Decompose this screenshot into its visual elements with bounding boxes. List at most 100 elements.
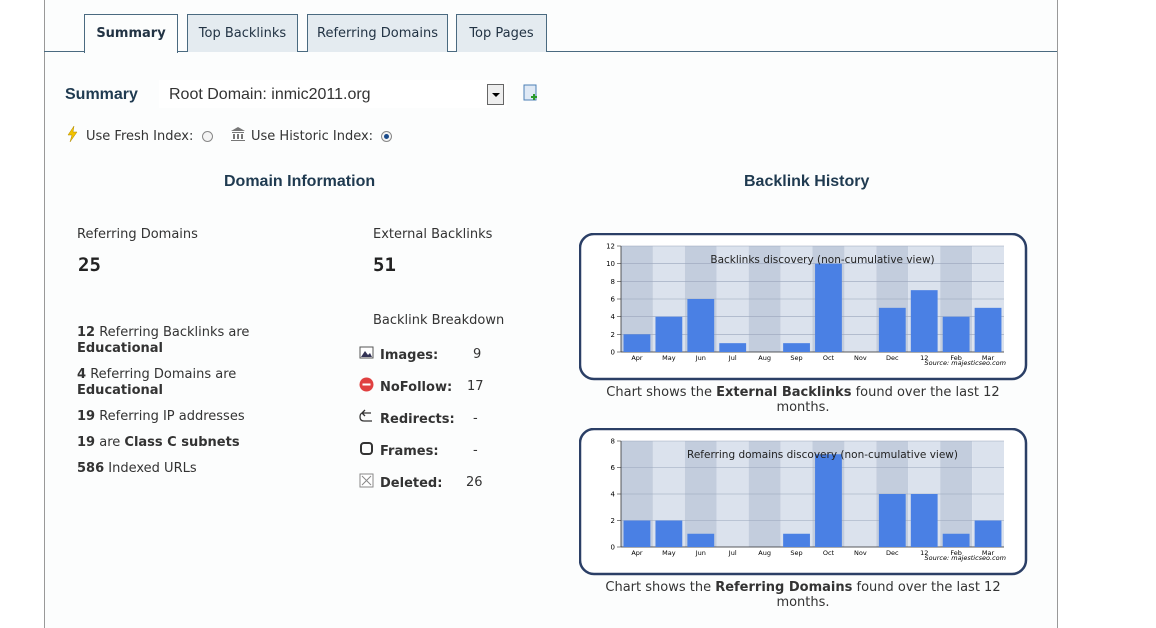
y-tick-label: 2 — [611, 331, 615, 339]
x-tick-label: 12 — [920, 549, 928, 557]
bar — [815, 263, 842, 352]
x-tick-label: Nov — [854, 354, 867, 362]
x-tick-label: Dec — [886, 354, 899, 362]
bar — [974, 307, 1002, 352]
caption-part: Chart shows the — [606, 385, 717, 400]
x-tick-label: May — [662, 549, 676, 557]
breakdown-item: NoFollow: 17 — [359, 377, 519, 397]
breakdown-value: 26 — [466, 475, 483, 490]
x-tick-label: Mar — [982, 549, 995, 557]
chart: 0 2 4 6 8 Apr May Jun Jul Aug Sep Oct Nov Dec 12 Feb Mar… — [579, 428, 1028, 576]
x-tick-label: Dec — [886, 549, 899, 557]
caption-part: Referring Domains — [715, 580, 853, 595]
stat-count: 586 — [77, 461, 105, 476]
stat-text: are — [99, 435, 121, 450]
y-tick-label: 6 — [611, 464, 616, 472]
bar — [719, 343, 747, 352]
caption: Chart shows the External Backlinks found… — [593, 385, 1013, 415]
bar — [655, 316, 683, 352]
bar — [687, 299, 715, 352]
caption-part: found over the last 12 months. — [776, 385, 1000, 415]
chart-source: Source: majesticseo.com — [925, 554, 1006, 562]
radio[interactable] — [201, 130, 214, 143]
stat-text: Referring IP addresses — [99, 409, 245, 424]
y-tick-label: 12 — [606, 243, 615, 251]
breakdown-heading: Backlink Breakdown — [373, 313, 505, 328]
x-tick-label: Jun — [695, 354, 706, 362]
y-tick-label: 2 — [611, 517, 615, 525]
historic-label: Use Historic Index: — [251, 129, 374, 144]
breakdown-icon — [360, 442, 373, 455]
bar — [655, 520, 683, 547]
breakdown-label: Redirects: — [380, 412, 455, 427]
bar — [783, 343, 810, 352]
y-tick-label: 8 — [611, 438, 615, 446]
bar — [878, 494, 906, 547]
breakdown-label: Images: — [380, 348, 439, 363]
y-tick-label: 10 — [606, 260, 615, 268]
caption-part: found over the last 12 months. — [776, 580, 1001, 610]
tab[interactable]: Top Backlinks — [187, 14, 298, 52]
stat-bold: Educational — [77, 341, 164, 356]
stat-item: 19 are Class C subnets — [77, 435, 337, 451]
breakdown-value: 17 — [467, 379, 484, 394]
breakdown-icon — [359, 377, 374, 392]
export-icon[interactable] — [522, 84, 540, 102]
bar — [974, 520, 1002, 547]
stat-text: Referring Backlinks are — [99, 325, 250, 340]
tab[interactable]: Referring Domains — [307, 14, 448, 52]
breakdown-item: Redirects: - — [359, 409, 519, 429]
x-tick-label: Oct — [823, 354, 835, 362]
x-tick-label: Feb — [950, 549, 962, 557]
breakdown-value: 9 — [473, 347, 482, 362]
stat-text: Referring Domains are — [90, 367, 237, 382]
caption-part: Chart shows the — [605, 580, 716, 595]
x-tick-label: Nov — [854, 549, 867, 557]
x-tick-label: Apr — [631, 549, 643, 557]
bar — [910, 290, 938, 352]
x-tick-label: May — [662, 354, 676, 362]
dropdown-arrow[interactable] — [487, 84, 504, 105]
bar — [815, 454, 842, 547]
radio[interactable] — [380, 130, 393, 143]
fresh-icon — [67, 125, 78, 143]
fresh-label: Use Fresh Index: — [86, 129, 194, 144]
caption: Chart shows the Referring Domains found … — [593, 580, 1013, 610]
y-tick-label: 4 — [611, 313, 616, 321]
stat-bold: Educational — [77, 383, 164, 398]
chart-title: Referring domains discovery (non-cumulat… — [687, 449, 958, 461]
stat-bold: Class C subnets — [124, 435, 240, 450]
x-tick-label: Aug — [758, 354, 771, 362]
bar — [623, 334, 651, 352]
stat-label: Referring Domains — [77, 227, 198, 242]
stat-item: 19 Referring IP addresses — [77, 409, 337, 425]
stat-text: Indexed URLs — [108, 461, 197, 476]
tab[interactable]: Top Pages — [456, 14, 547, 52]
select-text: Root Domain: inmic2011.org — [169, 86, 371, 103]
heading: Domain Information — [224, 173, 376, 190]
y-tick-label: 8 — [611, 278, 615, 286]
tab[interactable]: Summary — [84, 14, 178, 53]
bar — [878, 307, 906, 352]
x-tick-label: Oct — [823, 549, 835, 557]
x-tick-label: Aug — [758, 549, 771, 557]
x-tick-label: Jul — [728, 549, 737, 557]
y-tick-label: 4 — [611, 491, 616, 499]
breakdown-icon — [359, 346, 374, 359]
x-tick-label: Feb — [950, 354, 962, 362]
x-tick-label: Mar — [982, 354, 995, 362]
x-tick-label: 12 — [920, 354, 928, 362]
bar — [623, 520, 651, 547]
heading: Backlink History — [744, 173, 870, 190]
x-tick-label: Sep — [790, 354, 802, 362]
chart: 0 2 4 6 8 10 12 Apr May Jun Jul Aug Sep Oct Nov Dec 12 Fe… — [579, 233, 1028, 381]
breakdown-item: Deleted: 26 — [359, 473, 519, 493]
x-tick-label: Jun — [695, 549, 706, 557]
domain-select[interactable]: Root Domain: inmic2011.org — [159, 80, 507, 108]
x-tick-label: Sep — [790, 549, 802, 557]
stat-count: 19 — [77, 435, 96, 450]
chart-title: Backlinks discovery (non-cumulative view… — [710, 254, 934, 266]
stat-label: External Backlinks — [373, 227, 493, 242]
bar — [783, 533, 810, 547]
